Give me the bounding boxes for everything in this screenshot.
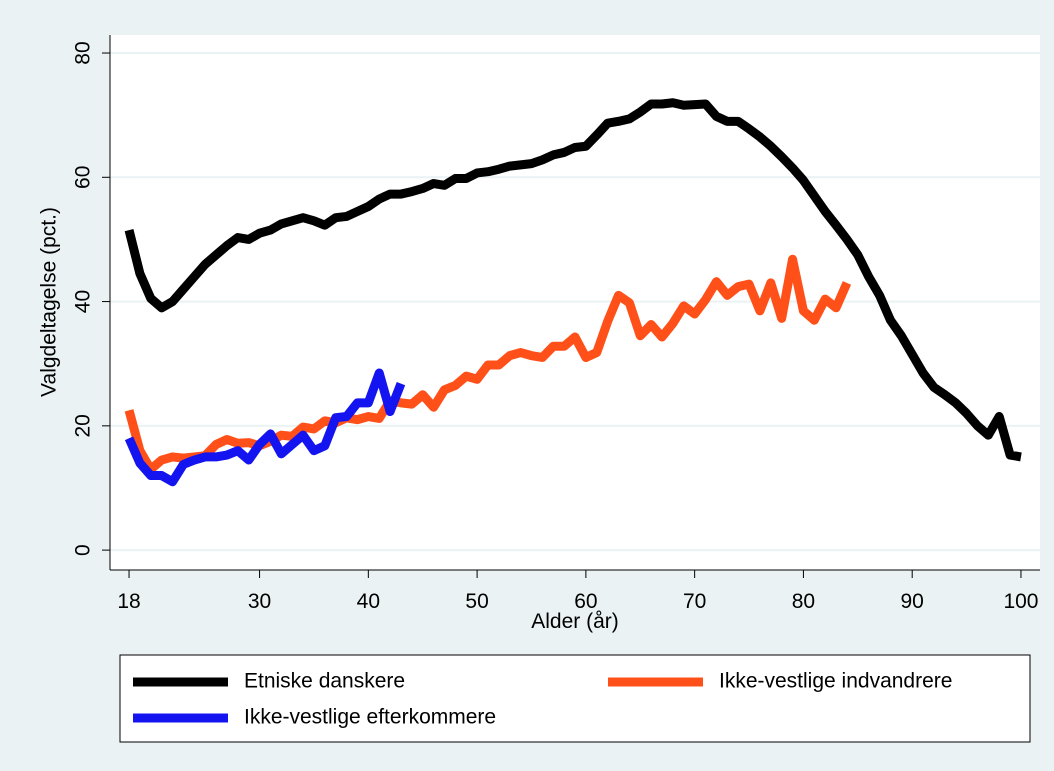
y-tick-label: 40 [72,290,95,313]
y-axis-title: Valgdeltagelse (pct.) [38,207,61,397]
x-tick-label: 18 [117,590,140,613]
y-tick-label: 0 [72,544,95,556]
x-axis-title: Alder (år) [531,610,619,633]
legend [119,654,1031,743]
x-tick-label: 90 [901,590,924,613]
legend-label: Ikke-vestlige indvandrere [719,670,952,693]
series-line [124,254,852,474]
x-tick-label: 30 [248,590,271,613]
y-tick-label: 80 [72,41,95,64]
x-tick-label: 80 [792,590,815,613]
y-tick-label: 60 [72,166,95,189]
x-tick-label: 40 [357,590,380,613]
y-tick-label: 20 [72,414,95,437]
series-line [124,98,1022,462]
series-line [124,368,406,487]
legend-label: Etniske danskere [244,670,405,693]
x-tick-label: 70 [683,590,706,613]
x-tick-label: 60 [574,590,597,613]
legend-label: Ikke-vestlige efterkommere [244,706,496,729]
x-tick-label: 100 [1003,590,1038,613]
x-tick-label: 50 [465,590,488,613]
